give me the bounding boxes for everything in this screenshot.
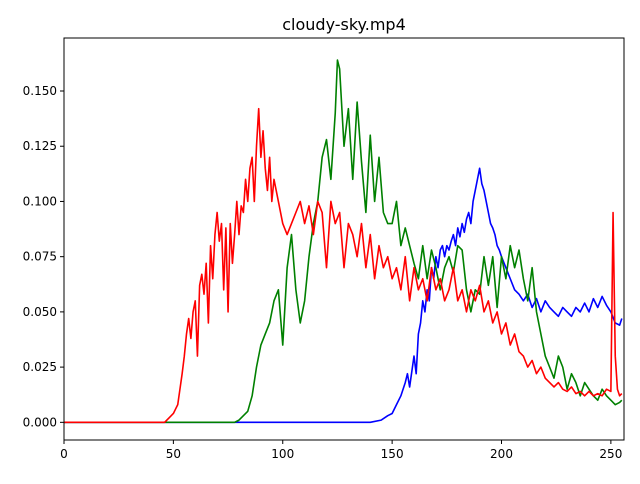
y-tick-label: 0.125 (23, 139, 57, 153)
y-tick-label: 0.050 (23, 305, 57, 319)
y-tick-label: 0.150 (23, 84, 57, 98)
red-channel-line (64, 107, 623, 424)
x-tick-label: 100 (271, 447, 294, 461)
y-tick-label: 0.000 (23, 415, 57, 429)
blue-channel-line (64, 167, 623, 424)
x-tick-label: 250 (599, 447, 622, 461)
green-channel-line (64, 59, 623, 424)
x-tick-label: 150 (381, 447, 404, 461)
x-tick-label: 200 (490, 447, 513, 461)
x-tick-label: 0 (60, 447, 68, 461)
series-layer (64, 59, 623, 424)
y-tick-label: 0.100 (23, 194, 57, 208)
y-tick-label: 0.025 (23, 360, 57, 374)
plot-frame (63, 37, 625, 441)
axis-layer: 0 50 100 150 200 250 0.000 0.025 0.050 0.075 0.100… (23, 84, 623, 461)
y-tick-label: 0.075 (23, 250, 57, 264)
x-tick-label: 50 (166, 447, 181, 461)
chart-title: cloudy-sky.mp4 (282, 15, 406, 34)
